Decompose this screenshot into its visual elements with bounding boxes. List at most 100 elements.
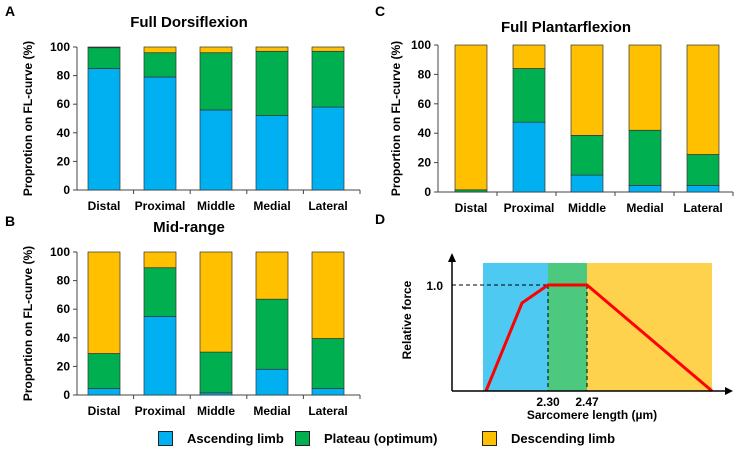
bar-a-distal-descending [87, 46, 121, 49]
x-axis-arrow-icon [725, 387, 733, 395]
bar-a-medial-descending [255, 46, 289, 52]
bar-c-middle-ascending [570, 174, 604, 193]
bar-b-lateral-descending [311, 251, 345, 339]
y-tick-label-d: 1.0 [426, 279, 443, 293]
bar-b-proximal-plateau [143, 267, 177, 317]
x-tick-label-c: Proximal [504, 201, 555, 215]
y-tick-label-a: 0 [63, 183, 70, 197]
bar-c-lateral-plateau [686, 154, 720, 186]
panel-label-d: D [375, 211, 385, 227]
bar-b-distal-plateau [87, 353, 121, 389]
panel-label-b: B [5, 213, 15, 229]
y-tick-label-c: 60 [418, 97, 432, 111]
bar-b-proximal-ascending [143, 316, 177, 396]
legend-item-ascending: Ascending limb [158, 431, 284, 446]
region-plateau [548, 263, 587, 391]
bar-a-medial-plateau [255, 50, 289, 116]
chart-title-c: Full Plantarflexion [501, 19, 631, 36]
x-tick-label-b: Distal [88, 404, 121, 418]
legend-item-descending: Descending limb [482, 431, 615, 446]
y-tick-label-b: 60 [57, 302, 71, 316]
y-tick-label-c: 0 [424, 185, 431, 199]
y-tick-label-b: 20 [57, 359, 71, 373]
x-tick-label-a: Middle [197, 199, 235, 213]
bar-c-lateral-descending [686, 44, 720, 155]
force-length-curve [484, 283, 713, 393]
bar-a-proximal-descending [143, 46, 177, 54]
bar-c-proximal-plateau [512, 68, 546, 123]
x-tick-label-c: Lateral [683, 201, 722, 215]
y-axis-label-a: Proprotion on FL-curve (%) [21, 41, 35, 196]
bar-b-proximal-descending [143, 251, 177, 269]
bar-b-medial-descending [255, 251, 289, 300]
panel-label-a: A [5, 3, 15, 19]
legend-label-ascending: Ascending limb [187, 431, 284, 446]
x-axis-label-d: Sarcomere length (µm) [527, 408, 657, 422]
x-tick-label-d: 2.47 [575, 395, 599, 409]
bar-a-middle-descending [199, 46, 233, 54]
bar-a-medial-ascending [255, 115, 289, 191]
legend-swatch-ascending [158, 431, 173, 446]
legend-label-descending: Descending limb [511, 431, 616, 446]
y-axis-label-d: Relative force [400, 280, 414, 359]
legend-item-plateau: Plateau (optimum) [295, 431, 437, 446]
x-tick-label-a: Lateral [308, 199, 347, 213]
bar-a-distal-plateau [87, 47, 121, 69]
bar-c-lateral-ascending [686, 185, 720, 193]
bar-b-lateral-ascending [311, 388, 345, 396]
bar-a-middle-plateau [199, 52, 233, 111]
y-tick-label-c: 20 [418, 156, 432, 170]
bar-a-lateral-plateau [311, 50, 345, 108]
x-tick-label-b: Medial [253, 404, 290, 418]
region-descending [587, 263, 712, 391]
legend: Ascending limb Plateau (optimum) Descend… [0, 431, 737, 451]
x-tick-label-a: Medial [253, 199, 290, 213]
y-axis-arrow-icon [448, 253, 456, 262]
x-tick-label-b: Proximal [135, 404, 186, 418]
x-tick-label-d: 2.30 [536, 395, 560, 409]
bar-c-middle-descending [570, 44, 604, 136]
bar-c-medial-plateau [628, 129, 662, 186]
bar-a-lateral-descending [311, 46, 345, 52]
x-tick-label-a: Distal [88, 199, 121, 213]
x-tick-label-c: Medial [626, 201, 663, 215]
y-tick-label-b: 100 [50, 245, 70, 259]
y-tick-label-a: 100 [50, 40, 70, 54]
bar-a-lateral-ascending [311, 106, 345, 191]
bar-b-middle-descending [199, 251, 233, 353]
y-tick-label-a: 20 [57, 154, 71, 168]
y-tick-label-b: 0 [63, 388, 70, 402]
x-tick-label-b: Lateral [308, 404, 347, 418]
bar-b-distal-descending [87, 251, 121, 354]
bar-b-medial-ascending [255, 368, 289, 396]
bar-a-proximal-plateau [143, 52, 177, 78]
y-tick-label-a: 40 [57, 126, 71, 140]
bar-b-distal-ascending [87, 388, 121, 396]
x-tick-label-c: Middle [568, 201, 606, 215]
bar-c-medial-ascending [628, 185, 662, 193]
x-tick-label-a: Proximal [135, 199, 186, 213]
bar-c-proximal-ascending [512, 121, 546, 193]
bar-b-middle-plateau [199, 351, 233, 394]
bar-c-medial-descending [628, 44, 662, 131]
legend-swatch-descending [482, 431, 497, 446]
y-tick-label-a: 80 [57, 69, 71, 83]
x-tick-label-c: Distal [455, 201, 488, 215]
bar-a-middle-ascending [199, 109, 233, 191]
bar-a-proximal-ascending [143, 76, 177, 191]
y-tick-label-c: 40 [418, 126, 432, 140]
panel-label-c: C [375, 3, 385, 19]
y-tick-label-a: 60 [57, 97, 71, 111]
y-tick-label-c: 80 [418, 67, 432, 81]
y-tick-label-b: 40 [57, 331, 71, 345]
bar-a-distal-ascending [87, 68, 121, 191]
bar-b-medial-plateau [255, 298, 289, 370]
bar-b-lateral-plateau [311, 338, 345, 389]
legend-label-plateau: Plateau (optimum) [324, 431, 438, 446]
legend-swatch-plateau [295, 431, 310, 446]
x-tick-label-b: Middle [197, 404, 235, 418]
bar-c-proximal-descending [512, 44, 546, 69]
chart-title-b: Mid-range [153, 219, 225, 236]
y-axis-label-c: Proportion on FL-curve (%) [389, 41, 403, 196]
